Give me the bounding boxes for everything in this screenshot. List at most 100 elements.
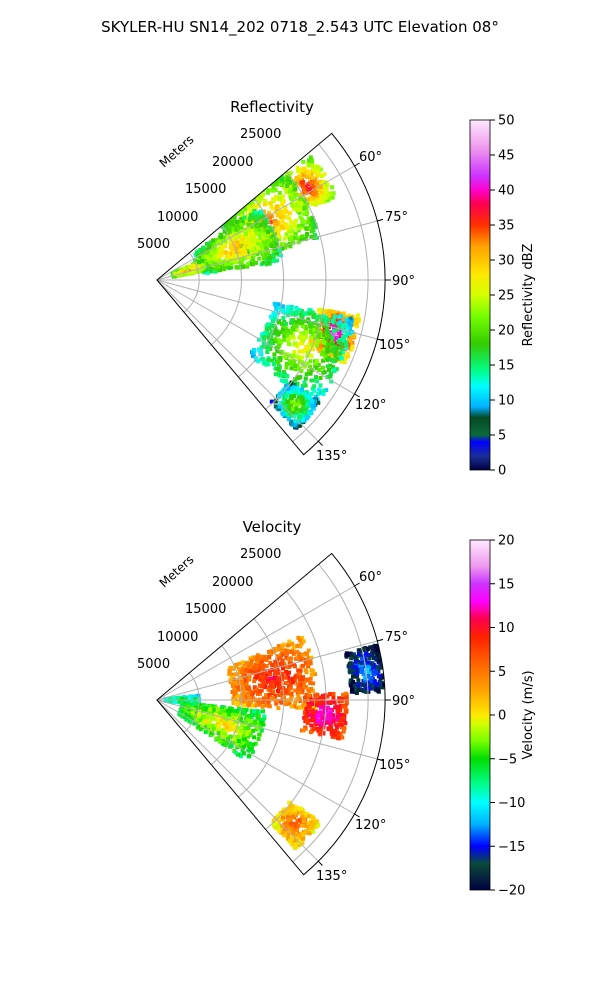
range-ring [238, 618, 285, 798]
echo-cell [277, 393, 282, 398]
echo-cell [296, 823, 301, 828]
echo-cell [337, 699, 342, 704]
echo-cell [362, 654, 367, 659]
echo-cell [201, 254, 206, 259]
echo-cell [262, 228, 267, 233]
echo-cell [297, 359, 302, 364]
echo-cell [270, 696, 275, 700]
echo-cell [288, 187, 293, 192]
echo-cell [261, 722, 266, 727]
echo-cell [259, 688, 264, 693]
echo-cell [287, 353, 292, 358]
echo-cell [276, 213, 280, 218]
echo-cell [273, 188, 278, 193]
echo-cell [331, 191, 336, 196]
echo-cell [266, 239, 271, 244]
echo-cell [298, 810, 303, 815]
echo-cell [275, 675, 279, 680]
echo-cell [277, 237, 282, 242]
echo-cell [229, 262, 234, 267]
echo-cell [252, 204, 257, 209]
echo-cell [331, 699, 335, 704]
echo-cell [258, 656, 263, 661]
echo-cell [348, 681, 353, 686]
echo-cell [299, 321, 304, 326]
echo-cell [187, 267, 192, 272]
echo-cell [219, 717, 224, 722]
echo-cell [300, 349, 305, 354]
reflectivity-title: Reflectivity [230, 98, 314, 116]
echo-cell [257, 256, 262, 261]
echo-cell [301, 831, 306, 836]
echo-cell [226, 736, 231, 741]
echo-cell [315, 358, 319, 363]
echo-cell [257, 702, 262, 707]
echo-cell [201, 714, 206, 719]
echo-cell [255, 655, 260, 659]
echo-cell [282, 400, 286, 405]
echo-cell [305, 202, 310, 207]
echo-cell [252, 735, 256, 740]
echo-cell [277, 406, 282, 411]
echo-cell [220, 735, 225, 739]
echo-cell [310, 342, 314, 347]
echo-cell [375, 665, 380, 670]
echo-cell [283, 675, 288, 680]
echo-cell [237, 706, 242, 711]
echo-cell [277, 338, 282, 343]
echo-cell [318, 346, 323, 351]
echo-cell [292, 383, 297, 387]
echo-cell [229, 719, 234, 723]
echo-cell [272, 362, 276, 367]
echo-cell [307, 693, 311, 698]
colorbar-tick-label: 45 [498, 149, 515, 164]
echo-cell [315, 693, 320, 698]
echo-cell [316, 728, 321, 733]
echo-cell [310, 159, 315, 164]
echo-cell [377, 679, 382, 684]
echo-cell [248, 732, 253, 737]
echo-cell [246, 222, 251, 227]
echo-cell [336, 321, 341, 326]
echo-cell [307, 831, 312, 836]
azimuth-spoke [156, 279, 378, 340]
echo-cell [288, 330, 293, 335]
echo-cell [371, 672, 376, 677]
echo-cell [323, 350, 328, 355]
echo-cell [277, 179, 282, 184]
echo-cell [255, 725, 260, 730]
echo-cell [288, 686, 293, 691]
echo-cell [302, 715, 307, 720]
echo-cell [254, 224, 259, 229]
echo-cell [289, 202, 294, 207]
echo-cell [273, 339, 278, 344]
echo-cell [326, 334, 331, 339]
echo-cell [223, 250, 228, 255]
echo-cell [311, 184, 315, 189]
echo-cell [291, 206, 296, 211]
echo-cell [229, 743, 234, 748]
echo-cell [187, 695, 192, 700]
echo-cell [308, 324, 313, 329]
echo-cell [289, 691, 294, 696]
echo-cell [180, 703, 185, 707]
echo-cell [246, 231, 251, 236]
reflectivity-panel: Reflectivity Meters 5000 10000 15000 200… [137, 98, 536, 479]
colorbar-tick-label: −5 [498, 752, 517, 767]
echo-cell [308, 826, 313, 830]
echo-cell [299, 237, 304, 242]
echo-cell [341, 692, 346, 697]
echo-cell [294, 207, 299, 212]
echo-cell [218, 739, 223, 744]
echo-cell [364, 689, 369, 694]
echo-cell [304, 407, 309, 412]
echo-cell [351, 668, 356, 673]
echo-cell [313, 333, 318, 338]
echo-cell [250, 193, 254, 198]
echo-cell [226, 740, 231, 745]
echo-cell [233, 720, 238, 725]
echo-cell [381, 675, 386, 680]
echo-cell [281, 199, 286, 204]
echo-cell [271, 647, 276, 652]
